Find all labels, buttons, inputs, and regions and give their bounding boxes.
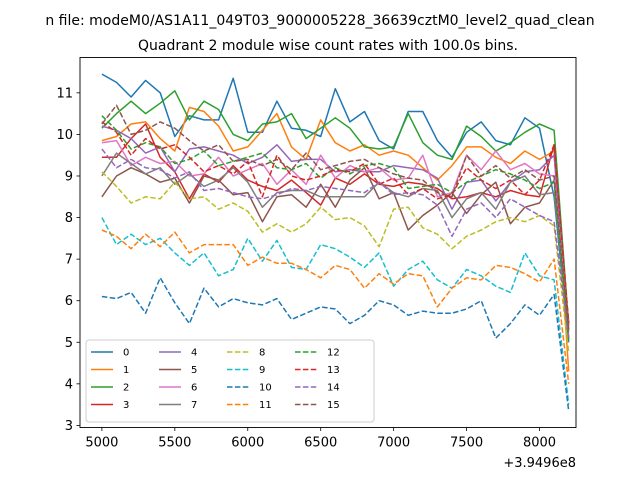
legend-label-2: 2 bbox=[123, 383, 129, 394]
series-line-15 bbox=[101, 104, 570, 330]
legend-label-4: 4 bbox=[191, 348, 197, 359]
series-line-4 bbox=[101, 125, 570, 330]
legend-label-3: 3 bbox=[123, 400, 129, 411]
x-tick-label-7000: 7000 bbox=[377, 436, 410, 451]
legend-label-5: 5 bbox=[191, 365, 197, 376]
legend-label-10: 10 bbox=[259, 383, 272, 394]
legend-label-14: 14 bbox=[327, 383, 340, 394]
plot-frame bbox=[79, 57, 577, 428]
series-line-14 bbox=[101, 148, 570, 339]
legend-label-8: 8 bbox=[259, 348, 265, 359]
series-line-12 bbox=[101, 115, 570, 341]
y-tick-label-7: 7 bbox=[65, 253, 73, 268]
legend-label-15: 15 bbox=[327, 400, 340, 411]
y-tick-label-5: 5 bbox=[65, 336, 73, 351]
x-tick-label-6500: 6500 bbox=[304, 436, 337, 451]
series-line-2 bbox=[101, 90, 570, 326]
series-line-7 bbox=[101, 152, 570, 332]
x-tick-label-5000: 5000 bbox=[85, 436, 118, 451]
x-tick-label-7500: 7500 bbox=[450, 436, 483, 451]
series-line-13 bbox=[101, 121, 570, 324]
y-tick-label-3: 3 bbox=[65, 419, 73, 434]
figure-suptitle: n file: modeM0/AS1A11_049T03_9000005228_… bbox=[45, 13, 594, 29]
y-tick-label-4: 4 bbox=[65, 377, 73, 392]
y-tick-label-9: 9 bbox=[65, 169, 73, 184]
series-line-10 bbox=[101, 277, 570, 411]
legend-label-0: 0 bbox=[123, 348, 129, 359]
y-tick-label-11: 11 bbox=[56, 86, 73, 101]
y-tick-label-8: 8 bbox=[65, 211, 73, 226]
legend-label-9: 9 bbox=[259, 365, 265, 376]
x-tick-label-5500: 5500 bbox=[158, 436, 191, 451]
series-line-11 bbox=[101, 229, 570, 384]
y-tick-label-10: 10 bbox=[56, 128, 73, 143]
series-line-9 bbox=[101, 217, 570, 405]
x-tick-label-6000: 6000 bbox=[231, 436, 264, 451]
series-layer bbox=[101, 73, 570, 411]
series-line-1 bbox=[101, 106, 570, 372]
series-line-0 bbox=[101, 73, 570, 343]
x-offset-label: +3.9496e8 bbox=[503, 456, 576, 471]
legend-label-6: 6 bbox=[191, 383, 197, 394]
legend-label-7: 7 bbox=[191, 400, 197, 411]
legend-label-13: 13 bbox=[327, 365, 340, 376]
series-line-6 bbox=[101, 139, 570, 326]
legend-frame bbox=[85, 339, 375, 423]
legend-label-1: 1 bbox=[123, 365, 129, 376]
legend-label-12: 12 bbox=[327, 348, 340, 359]
series-line-5 bbox=[101, 166, 570, 322]
series-line-8 bbox=[101, 171, 570, 353]
series-line-3 bbox=[101, 123, 570, 339]
chart-title: Quadrant 2 module wise count rates with … bbox=[138, 38, 518, 54]
x-tick-label-8000: 8000 bbox=[523, 436, 556, 451]
y-tick-label-6: 6 bbox=[65, 294, 73, 309]
legend-label-11: 11 bbox=[259, 400, 272, 411]
